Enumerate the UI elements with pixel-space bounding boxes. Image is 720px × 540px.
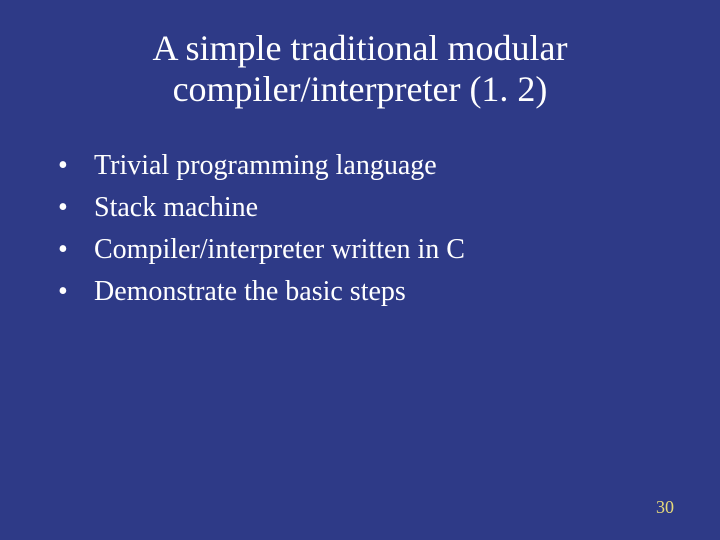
list-item: • Demonstrate the basic steps bbox=[58, 271, 720, 313]
list-item: • Compiler/interpreter written in C bbox=[58, 229, 720, 271]
list-item: • Stack machine bbox=[58, 187, 720, 229]
title-line-1: A simple traditional modular bbox=[0, 28, 720, 69]
bullet-icon: • bbox=[58, 229, 94, 271]
title-line-2: compiler/interpreter (1. 2) bbox=[0, 69, 720, 110]
bullet-icon: • bbox=[58, 145, 94, 187]
bullet-text: Stack machine bbox=[94, 187, 258, 229]
bullet-text: Demonstrate the basic steps bbox=[94, 271, 406, 313]
list-item: • Trivial programming language bbox=[58, 145, 720, 187]
page-number: 30 bbox=[656, 497, 674, 518]
bullet-icon: • bbox=[58, 271, 94, 313]
bullet-icon: • bbox=[58, 187, 94, 229]
bullet-list: • Trivial programming language • Stack m… bbox=[58, 145, 720, 313]
bullet-text: Compiler/interpreter written in C bbox=[94, 229, 465, 271]
bullet-text: Trivial programming language bbox=[94, 145, 437, 187]
slide-title: A simple traditional modular compiler/in… bbox=[0, 0, 720, 111]
slide: A simple traditional modular compiler/in… bbox=[0, 0, 720, 540]
